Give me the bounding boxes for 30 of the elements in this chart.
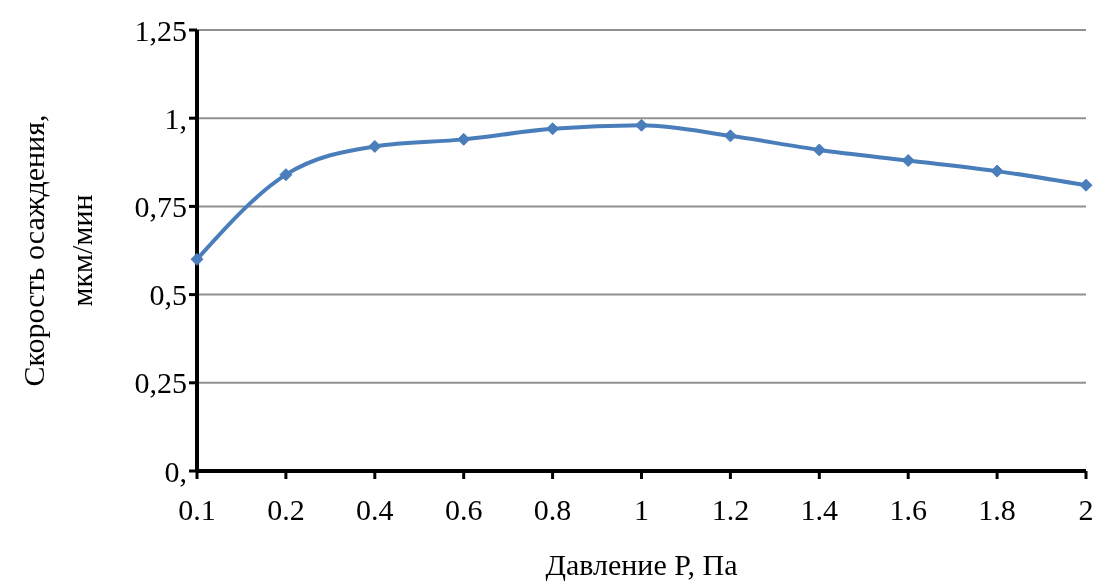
point [457, 132, 471, 146]
x-tick-label: 1.2 [711, 493, 750, 527]
y-tick-label: 0,75 [134, 190, 187, 224]
point [901, 154, 915, 168]
x-tick-label: 1.6 [889, 493, 927, 527]
point [546, 122, 560, 136]
y-tick-label: 0,25 [134, 366, 187, 400]
y-tick-label: 0, [164, 454, 187, 488]
y-tick-label: 1,25 [134, 13, 187, 47]
x-tick-label: 0.8 [533, 493, 572, 527]
point [368, 139, 382, 153]
y-axis-title: Скорость осаждения, мкм/мин [17, 114, 98, 387]
x-tick-label: 0.2 [267, 493, 305, 527]
point [812, 143, 826, 157]
point [1079, 178, 1093, 192]
y-tick-label: 0,5 [149, 278, 187, 312]
point [723, 129, 737, 143]
point [635, 118, 648, 132]
x-tick-label: 0.4 [356, 493, 394, 527]
x-axis-title: Давление P, Па [545, 548, 738, 581]
point [279, 168, 293, 182]
point [990, 164, 1004, 178]
x-tick-label: 2 [1078, 493, 1094, 527]
x-tick-label: 0.6 [444, 493, 483, 527]
y-tick-label: 1, [164, 101, 187, 135]
x-tick-label: 1.8 [978, 493, 1016, 527]
x-tick-label: 1 [634, 493, 649, 527]
x-tick-label: 0.1 [178, 493, 216, 527]
x-tick-label: 1.4 [800, 493, 839, 527]
point [190, 252, 204, 266]
